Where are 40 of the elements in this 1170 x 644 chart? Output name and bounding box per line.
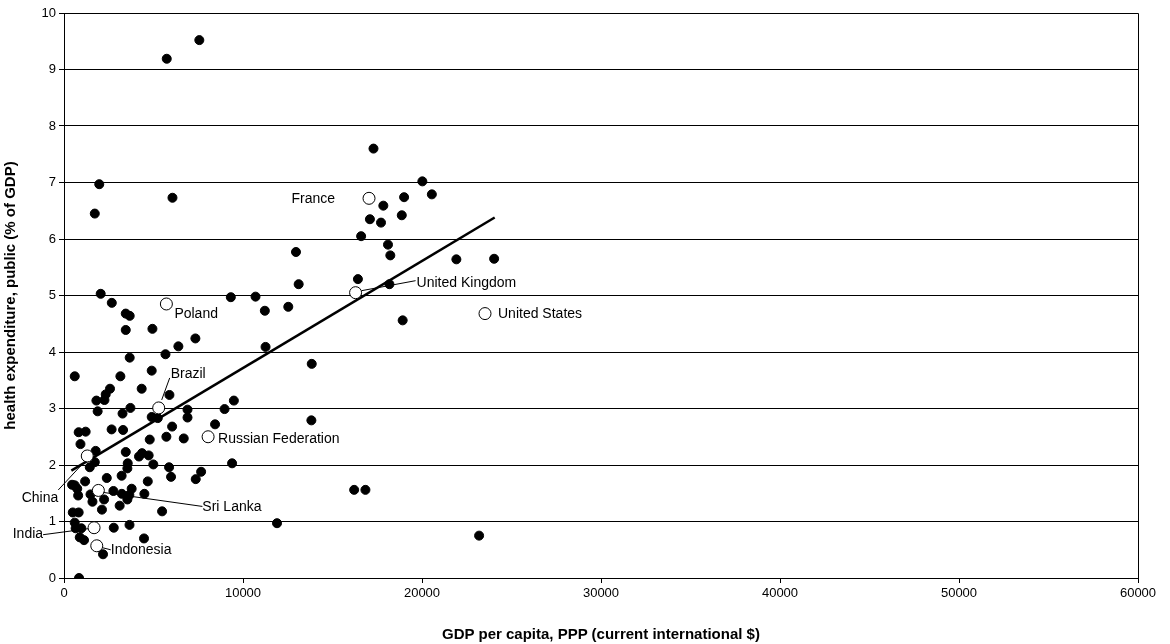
y-tick-label: 3 [48, 400, 56, 416]
y-tick-label: 5 [48, 287, 56, 303]
point [90, 539, 104, 553]
point [159, 297, 173, 311]
point [91, 483, 105, 497]
y-tick-label: 1 [48, 513, 56, 529]
y-tick-label: 6 [48, 230, 56, 246]
y-tick-label: 0 [48, 569, 56, 585]
x-tick-label: 10000 [224, 585, 262, 601]
y-tick-label: 8 [48, 117, 56, 133]
x-tick-label: 30000 [582, 585, 620, 601]
y-axis-title: health expenditure, public (% of GDP) [1, 161, 19, 430]
point [478, 307, 492, 321]
x-tick-label: 40000 [761, 585, 799, 601]
annotation: France [291, 190, 336, 207]
annotation: Sri Lanka [202, 498, 262, 515]
y-tick-label: 7 [48, 174, 56, 190]
point [87, 521, 101, 535]
point [80, 449, 94, 463]
annotation: Russian Federation [218, 429, 340, 446]
x-axis-title: GDP per capita, PPP (current international $) [442, 625, 760, 643]
point [152, 401, 166, 415]
y-tick-label: 2 [48, 456, 56, 472]
annotation: India [12, 524, 44, 541]
x-tick-label: 0 [60, 585, 68, 601]
point [201, 430, 215, 444]
annotation: China [21, 488, 59, 505]
annotation: United States [498, 305, 583, 322]
x-tick-label: 50000 [940, 585, 978, 601]
x-tick-label: 20000 [403, 585, 441, 601]
point [349, 286, 363, 300]
y-tick-label: 10 [41, 4, 56, 20]
y-tick-label: 9 [48, 61, 56, 77]
annotation: United Kingdom [416, 273, 517, 290]
y-tick-label: 4 [48, 343, 56, 359]
annotation: Brazil [170, 364, 206, 381]
x-tick-label: 60000 [1119, 585, 1157, 601]
point [362, 191, 376, 205]
annotation: Indonesia [110, 540, 172, 557]
annotation: Poland [174, 304, 218, 321]
